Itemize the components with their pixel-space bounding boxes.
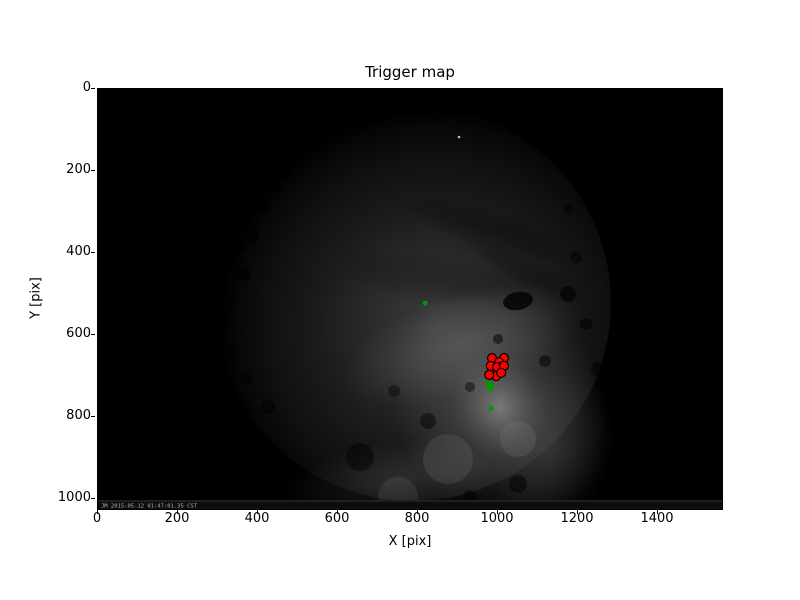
y-axis-label: Y [pix] [28, 277, 44, 319]
triggers-green-point [488, 386, 494, 392]
x-tick-label: 800 [404, 511, 430, 526]
crater-spots [218, 166, 605, 504]
x-tick-mark [337, 510, 338, 514]
triggers-green-point [485, 380, 491, 386]
x-tick-label: 400 [244, 511, 270, 526]
x-tick-label: 200 [164, 511, 190, 526]
y-tick-label: 1000 [57, 490, 91, 506]
plot-title: Trigger map [365, 63, 455, 81]
y-tick-label: 200 [66, 162, 91, 178]
sensor-bottom-strip [98, 500, 722, 509]
triggers-red-point [484, 369, 495, 380]
y-tick-mark [91, 334, 95, 336]
x-tick-label: 1000 [480, 511, 514, 526]
triggers-red-point [496, 367, 507, 378]
y-tick-mark [91, 416, 95, 418]
camera-frame-image: JM 2015-05-12 01:47:01.35 CST [98, 89, 722, 509]
trigger-markers [422, 300, 510, 411]
bright-speck [457, 135, 461, 139]
y-tick-label: 400 [66, 244, 91, 260]
x-tick-mark [417, 510, 418, 514]
x-tick-mark [497, 510, 498, 514]
sensor-strip-highlight [98, 500, 722, 502]
y-tick-mark [91, 170, 95, 172]
planetary-disc [215, 105, 615, 509]
plot-area: JM 2015-05-12 01:47:01.35 CST [97, 88, 723, 510]
x-tick-mark [657, 510, 658, 514]
x-tick-label: 600 [324, 511, 350, 526]
y-tick-mark [91, 88, 95, 89]
image-timestamp: JM 2015-05-12 01:47:01.35 CST [101, 504, 198, 510]
x-tick-mark [577, 510, 578, 514]
triggers-green-point [488, 405, 494, 411]
y-tick-label: 0 [82, 80, 91, 95]
x-tick-label: 1400 [640, 511, 674, 526]
triggers-green-point [422, 300, 428, 306]
x-axis-label: X [pix] [388, 534, 432, 549]
y-tick-mark [91, 252, 95, 254]
x-tick-mark [257, 510, 258, 514]
y-tick-label: 800 [66, 408, 91, 424]
x-tick-mark [97, 510, 98, 514]
y-tick-mark [91, 498, 95, 500]
x-tick-label: 0 [92, 511, 102, 526]
x-tick-mark [177, 510, 178, 514]
x-tick-label: 1200 [560, 511, 594, 526]
y-tick-label: 600 [66, 326, 91, 342]
